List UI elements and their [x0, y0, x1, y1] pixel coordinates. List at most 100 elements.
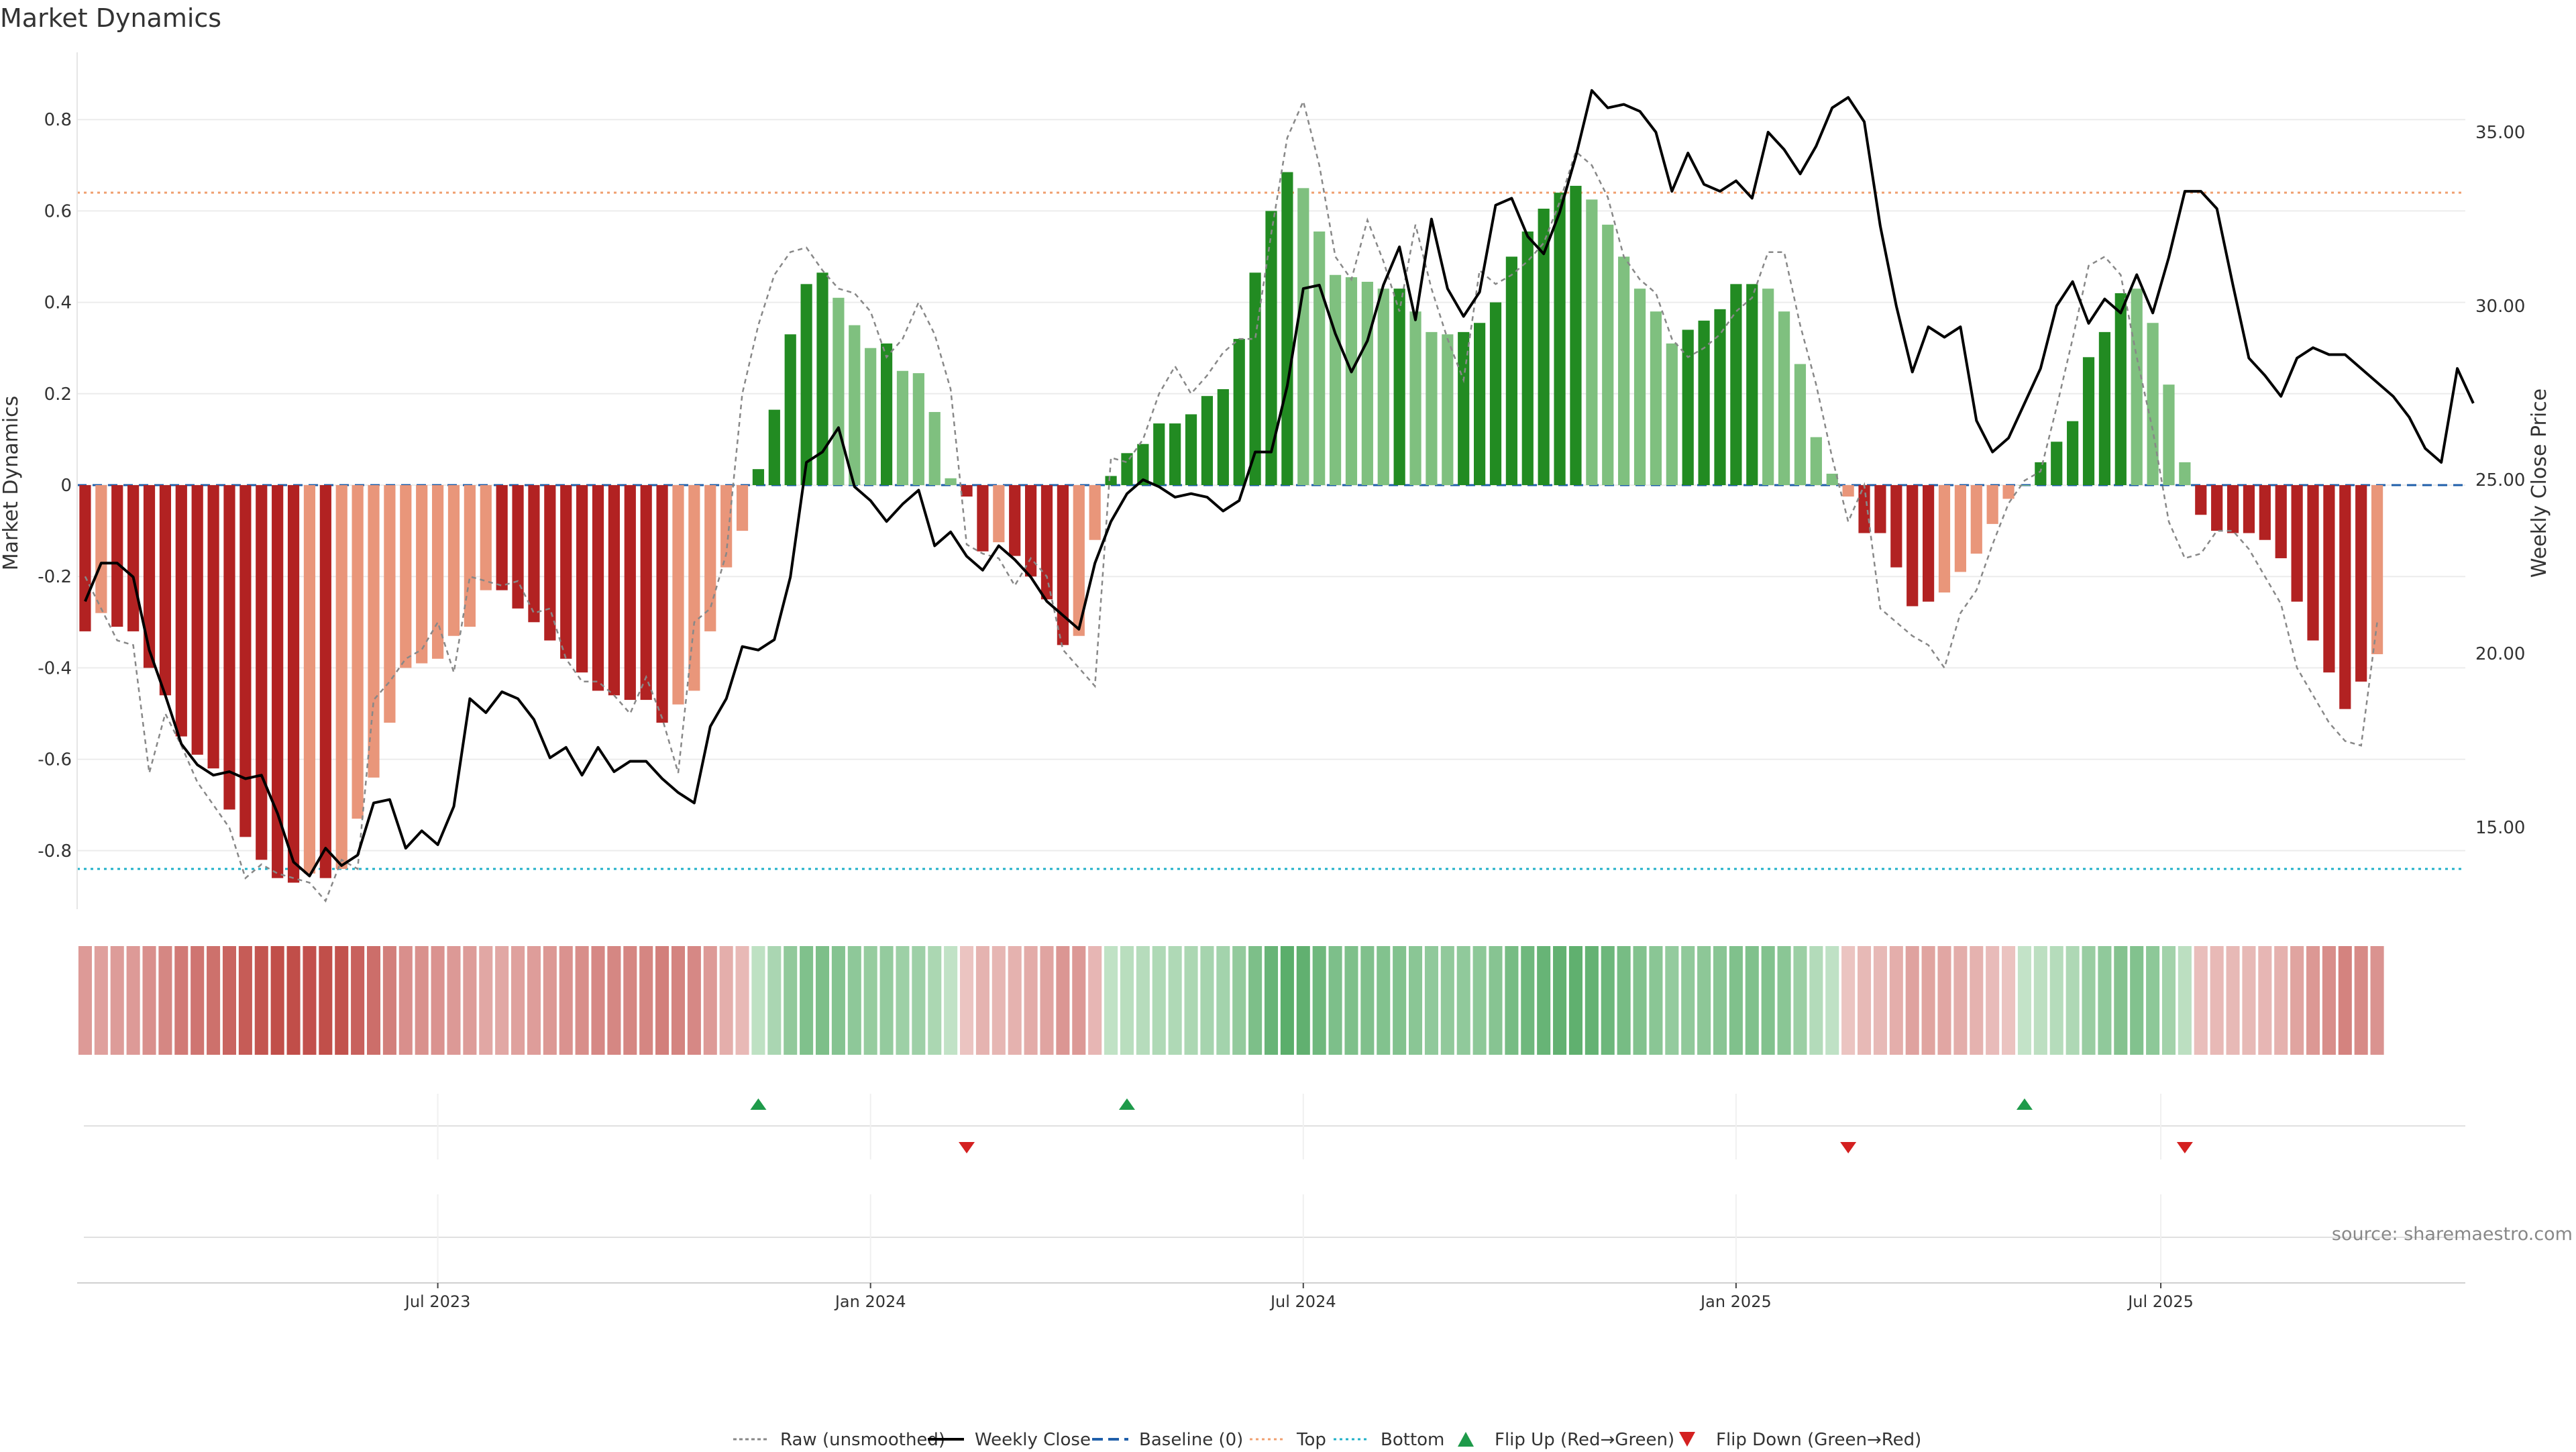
legend-item: Baseline (0)	[1092, 1430, 1243, 1450]
y-axis-label: Market Dynamics	[0, 396, 23, 571]
dynamics-bars	[79, 172, 2383, 883]
dynamics-bar	[768, 409, 780, 485]
dynamics-bar	[1458, 331, 1470, 485]
heat-cell	[398, 946, 413, 1055]
flip-events-panel	[84, 1094, 2465, 1282]
heat-cell	[1937, 946, 1951, 1055]
heat-cell	[2033, 946, 2047, 1055]
legend-swatch-flip-up	[1458, 1432, 1474, 1447]
heat-cell	[207, 946, 221, 1055]
dynamics-bar	[672, 485, 684, 705]
flip-down-marker	[959, 1142, 975, 1153]
dynamics-bar	[528, 485, 540, 623]
dynamics-bar	[752, 469, 765, 485]
dynamics-bar	[2147, 323, 2159, 485]
heat-cell	[1088, 946, 1102, 1055]
dynamics-bar	[849, 325, 861, 485]
dynamics-bar	[2002, 485, 2015, 499]
dynamics-bar	[1377, 289, 1389, 485]
heat-cell	[2002, 946, 2016, 1055]
heat-cell	[879, 946, 894, 1055]
heat-cell	[2146, 946, 2160, 1055]
dynamics-bar	[1570, 185, 1582, 485]
dynamics-bar	[1249, 272, 1261, 485]
dynamics-bar	[384, 485, 396, 723]
heat-cell	[703, 946, 717, 1055]
dynamics-bar	[2307, 485, 2319, 641]
heat-cell	[831, 946, 845, 1055]
y-tick-label: -0.8	[38, 841, 72, 862]
dynamics-bar	[1089, 485, 1101, 540]
dynamics-bar	[239, 485, 252, 837]
heat-cell	[1248, 946, 1263, 1055]
dynamics-bar	[736, 485, 749, 531]
y2-tick-label: 30.00	[2475, 297, 2525, 317]
raw-line	[84, 99, 2378, 903]
dynamics-bar	[1970, 485, 1982, 554]
heat-cell	[1585, 946, 1599, 1055]
legend-label: Weekly Close	[975, 1430, 1091, 1449]
heat-cell	[2178, 946, 2192, 1055]
dynamics-bar	[2339, 485, 2351, 709]
heat-cell	[1649, 946, 1663, 1055]
heat-cell	[415, 946, 429, 1055]
dynamics-bar	[1345, 277, 1358, 485]
heat-cell	[1456, 946, 1470, 1055]
heat-cell	[2258, 946, 2272, 1055]
dynamics-bar	[1714, 309, 1726, 485]
dynamics-bar	[1313, 231, 1326, 485]
y-tick-label: 0.2	[44, 384, 72, 405]
flip-up-marker	[2016, 1098, 2033, 1110]
heat-cell	[1184, 946, 1198, 1055]
heat-cell	[1040, 946, 1054, 1055]
dynamics-bar	[1986, 485, 1998, 524]
dynamics-bar	[127, 485, 140, 631]
dynamics-bar	[1217, 388, 1229, 485]
heat-cell	[303, 946, 317, 1055]
dynamics-bar	[816, 272, 828, 485]
dynamics-bar	[592, 485, 604, 691]
dynamics-bar	[993, 485, 1005, 543]
heat-cell	[351, 946, 365, 1055]
dynamics-bar	[1633, 289, 1646, 485]
dynamics-bar	[833, 297, 845, 485]
legend-label: Raw (unsmoothed)	[780, 1430, 945, 1449]
heat-cell	[815, 946, 830, 1055]
y-tick-label: -0.6	[38, 750, 72, 770]
dynamics-bar	[319, 485, 331, 878]
dynamics-bar	[1826, 473, 1838, 485]
dynamics-bar	[2019, 485, 2031, 486]
heat-cell	[174, 946, 189, 1055]
heat-cell	[1665, 946, 1679, 1055]
legend-item: Weekly Close	[928, 1430, 1091, 1450]
dynamics-bar	[480, 485, 492, 590]
heat-cell	[735, 946, 749, 1055]
heat-cell	[222, 946, 237, 1055]
dynamics-bar	[2035, 462, 2047, 485]
heat-cell	[2290, 946, 2304, 1055]
dynamics-bar	[1682, 329, 1694, 485]
heat-cell	[687, 946, 701, 1055]
heat-cell	[1120, 946, 1134, 1055]
y2-axis-ticks: 35.00 30.00 25.00 20.00 15.00	[2475, 123, 2525, 838]
dynamics-bar	[576, 485, 588, 673]
heat-cell	[1953, 946, 1968, 1055]
y-tick-label: 0	[60, 476, 72, 496]
dynamics-bar	[368, 485, 380, 778]
heat-cell	[382, 946, 396, 1055]
dynamics-bar	[1057, 485, 1069, 645]
dynamics-bar	[2098, 331, 2111, 485]
heat-cell	[623, 946, 637, 1055]
legend-item: Bottom	[1334, 1430, 1444, 1450]
dynamics-bar	[865, 348, 877, 485]
legend-label: Flip Down (Green→Red)	[1716, 1430, 1921, 1449]
heat-cell	[1697, 946, 1711, 1055]
heat-cell	[1424, 946, 1438, 1055]
heat-cell	[1889, 946, 1903, 1055]
dynamics-bar	[1474, 323, 1486, 485]
heat-cell	[110, 946, 124, 1055]
heat-cell	[751, 946, 765, 1055]
heat-cell	[2049, 946, 2063, 1055]
heat-cell	[1489, 946, 1503, 1055]
dynamics-bar	[656, 485, 668, 723]
